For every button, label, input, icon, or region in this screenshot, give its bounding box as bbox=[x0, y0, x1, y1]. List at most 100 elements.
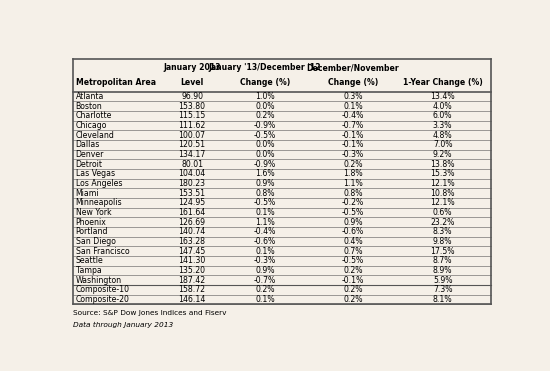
Text: 1.6%: 1.6% bbox=[255, 170, 275, 178]
Text: 0.8%: 0.8% bbox=[343, 189, 362, 198]
Text: Las Vegas: Las Vegas bbox=[75, 170, 115, 178]
Text: 80.01: 80.01 bbox=[181, 160, 203, 169]
Text: Data through January 2013: Data through January 2013 bbox=[73, 322, 173, 328]
Text: 0.2%: 0.2% bbox=[255, 285, 275, 295]
Text: 9.2%: 9.2% bbox=[433, 150, 453, 159]
Text: 0.6%: 0.6% bbox=[433, 208, 453, 217]
Text: San Francisco: San Francisco bbox=[75, 247, 129, 256]
Text: 0.1%: 0.1% bbox=[255, 208, 275, 217]
Text: Composite-20: Composite-20 bbox=[75, 295, 129, 304]
Text: -0.9%: -0.9% bbox=[254, 121, 276, 130]
Text: -0.9%: -0.9% bbox=[254, 160, 276, 169]
Text: Detroit: Detroit bbox=[75, 160, 102, 169]
Text: 0.9%: 0.9% bbox=[255, 179, 275, 188]
Text: January '13/December '12: January '13/December '12 bbox=[209, 63, 322, 72]
Text: -0.1%: -0.1% bbox=[342, 131, 364, 140]
Text: 146.14: 146.14 bbox=[178, 295, 206, 304]
Text: 4.0%: 4.0% bbox=[433, 102, 453, 111]
Text: 0.0%: 0.0% bbox=[255, 140, 275, 150]
Text: 0.1%: 0.1% bbox=[343, 102, 362, 111]
Text: 0.9%: 0.9% bbox=[343, 218, 362, 227]
Text: 134.17: 134.17 bbox=[178, 150, 206, 159]
Text: Change (%): Change (%) bbox=[240, 78, 290, 87]
Text: -0.1%: -0.1% bbox=[342, 140, 364, 150]
Text: 1.1%: 1.1% bbox=[255, 218, 275, 227]
Text: 0.2%: 0.2% bbox=[255, 111, 275, 120]
Text: 153.51: 153.51 bbox=[179, 189, 206, 198]
Text: San Diego: San Diego bbox=[75, 237, 116, 246]
Text: Dallas: Dallas bbox=[75, 140, 100, 150]
Text: Los Angeles: Los Angeles bbox=[75, 179, 122, 188]
Text: 4.8%: 4.8% bbox=[433, 131, 453, 140]
Text: 0.9%: 0.9% bbox=[255, 266, 275, 275]
Text: Portland: Portland bbox=[75, 227, 108, 236]
Text: 15.3%: 15.3% bbox=[431, 170, 455, 178]
Text: 158.72: 158.72 bbox=[179, 285, 206, 295]
Text: -0.3%: -0.3% bbox=[254, 256, 276, 265]
Text: 120.51: 120.51 bbox=[179, 140, 206, 150]
Text: -0.4%: -0.4% bbox=[254, 227, 276, 236]
Text: 1.8%: 1.8% bbox=[343, 170, 362, 178]
Text: Level: Level bbox=[180, 78, 204, 87]
Text: 7.0%: 7.0% bbox=[433, 140, 453, 150]
Text: 13.4%: 13.4% bbox=[431, 92, 455, 101]
Text: 6.0%: 6.0% bbox=[433, 111, 453, 120]
Text: Chicago: Chicago bbox=[75, 121, 107, 130]
Text: -0.2%: -0.2% bbox=[342, 198, 364, 207]
Text: Phoenix: Phoenix bbox=[75, 218, 107, 227]
Text: 8.1%: 8.1% bbox=[433, 295, 453, 304]
Text: 187.42: 187.42 bbox=[179, 276, 206, 285]
Text: 0.2%: 0.2% bbox=[343, 266, 362, 275]
Text: -0.6%: -0.6% bbox=[342, 227, 364, 236]
Text: Metropolitan Area: Metropolitan Area bbox=[75, 78, 156, 87]
Text: 0.1%: 0.1% bbox=[255, 247, 275, 256]
Text: 147.45: 147.45 bbox=[178, 247, 206, 256]
Text: 96.90: 96.90 bbox=[181, 92, 203, 101]
Text: Denver: Denver bbox=[75, 150, 104, 159]
Text: 0.8%: 0.8% bbox=[255, 189, 275, 198]
Text: 0.2%: 0.2% bbox=[343, 295, 362, 304]
Text: 115.15: 115.15 bbox=[178, 111, 206, 120]
Text: 17.5%: 17.5% bbox=[431, 247, 455, 256]
Text: 104.04: 104.04 bbox=[178, 170, 206, 178]
Text: Seattle: Seattle bbox=[75, 256, 103, 265]
Text: 10.8%: 10.8% bbox=[431, 189, 455, 198]
Text: Washington: Washington bbox=[75, 276, 122, 285]
Text: 161.64: 161.64 bbox=[178, 208, 206, 217]
Text: 12.1%: 12.1% bbox=[431, 198, 455, 207]
Text: 23.2%: 23.2% bbox=[431, 218, 455, 227]
Text: 0.0%: 0.0% bbox=[255, 150, 275, 159]
Text: New York: New York bbox=[75, 208, 111, 217]
Text: -0.6%: -0.6% bbox=[254, 237, 276, 246]
Text: 0.2%: 0.2% bbox=[343, 285, 362, 295]
Text: 12.1%: 12.1% bbox=[431, 179, 455, 188]
Text: -0.5%: -0.5% bbox=[342, 256, 364, 265]
Text: -0.4%: -0.4% bbox=[342, 111, 364, 120]
Text: Cleveland: Cleveland bbox=[75, 131, 114, 140]
Text: -0.5%: -0.5% bbox=[254, 131, 276, 140]
Text: 8.3%: 8.3% bbox=[433, 227, 453, 236]
Text: 140.74: 140.74 bbox=[178, 227, 206, 236]
Text: January 2013: January 2013 bbox=[163, 63, 221, 72]
Text: -0.1%: -0.1% bbox=[342, 276, 364, 285]
Text: 3.3%: 3.3% bbox=[433, 121, 453, 130]
Text: Tampa: Tampa bbox=[75, 266, 101, 275]
Text: -0.5%: -0.5% bbox=[342, 208, 364, 217]
Text: Source: S&P Dow Jones Indices and Fiserv: Source: S&P Dow Jones Indices and Fiserv bbox=[73, 310, 227, 316]
Text: Charlotte: Charlotte bbox=[75, 111, 112, 120]
Text: 0.7%: 0.7% bbox=[343, 247, 362, 256]
Text: 0.3%: 0.3% bbox=[343, 92, 362, 101]
Text: Atlanta: Atlanta bbox=[75, 92, 104, 101]
Text: 111.62: 111.62 bbox=[178, 121, 206, 130]
Text: 100.07: 100.07 bbox=[179, 131, 206, 140]
Text: Change (%): Change (%) bbox=[328, 78, 378, 87]
Text: 0.4%: 0.4% bbox=[343, 237, 362, 246]
Text: Miami: Miami bbox=[75, 189, 99, 198]
Text: 1-Year Change (%): 1-Year Change (%) bbox=[403, 78, 482, 87]
Text: 126.69: 126.69 bbox=[179, 218, 206, 227]
Text: 8.7%: 8.7% bbox=[433, 256, 453, 265]
Text: 5.9%: 5.9% bbox=[433, 276, 453, 285]
Text: -0.7%: -0.7% bbox=[342, 121, 364, 130]
Text: 135.20: 135.20 bbox=[179, 266, 206, 275]
Text: 180.23: 180.23 bbox=[179, 179, 206, 188]
